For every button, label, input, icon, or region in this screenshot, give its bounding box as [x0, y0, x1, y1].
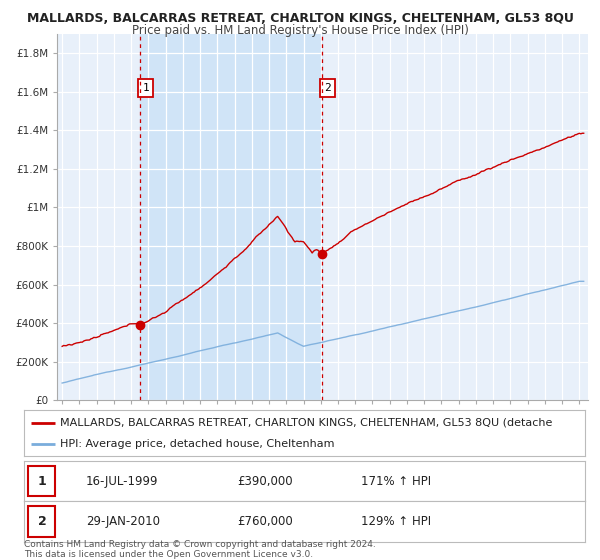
Text: 171% ↑ HPI: 171% ↑ HPI: [361, 474, 431, 488]
FancyBboxPatch shape: [28, 466, 55, 496]
Bar: [140, 34, 322, 400]
Text: 129% ↑ HPI: 129% ↑ HPI: [361, 515, 431, 528]
Text: 29-JAN-2010: 29-JAN-2010: [86, 515, 160, 528]
Text: £760,000: £760,000: [237, 515, 293, 528]
Text: HPI: Average price, detached house, Cheltenham: HPI: Average price, detached house, Chel…: [61, 439, 335, 449]
FancyBboxPatch shape: [28, 506, 55, 536]
Text: 1: 1: [38, 474, 46, 488]
Text: 1: 1: [142, 83, 149, 92]
Text: 2: 2: [38, 515, 46, 528]
Text: 16-JUL-1999: 16-JUL-1999: [86, 474, 158, 488]
Text: 2: 2: [324, 83, 331, 92]
Text: MALLARDS, BALCARRAS RETREAT, CHARLTON KINGS, CHELTENHAM, GL53 8QU: MALLARDS, BALCARRAS RETREAT, CHARLTON KI…: [26, 12, 574, 25]
Text: Contains HM Land Registry data © Crown copyright and database right 2024.
This d: Contains HM Land Registry data © Crown c…: [24, 540, 376, 559]
Text: MALLARDS, BALCARRAS RETREAT, CHARLTON KINGS, CHELTENHAM, GL53 8QU (detache: MALLARDS, BALCARRAS RETREAT, CHARLTON KI…: [61, 418, 553, 428]
Text: £390,000: £390,000: [237, 474, 293, 488]
Text: Price paid vs. HM Land Registry's House Price Index (HPI): Price paid vs. HM Land Registry's House …: [131, 24, 469, 36]
